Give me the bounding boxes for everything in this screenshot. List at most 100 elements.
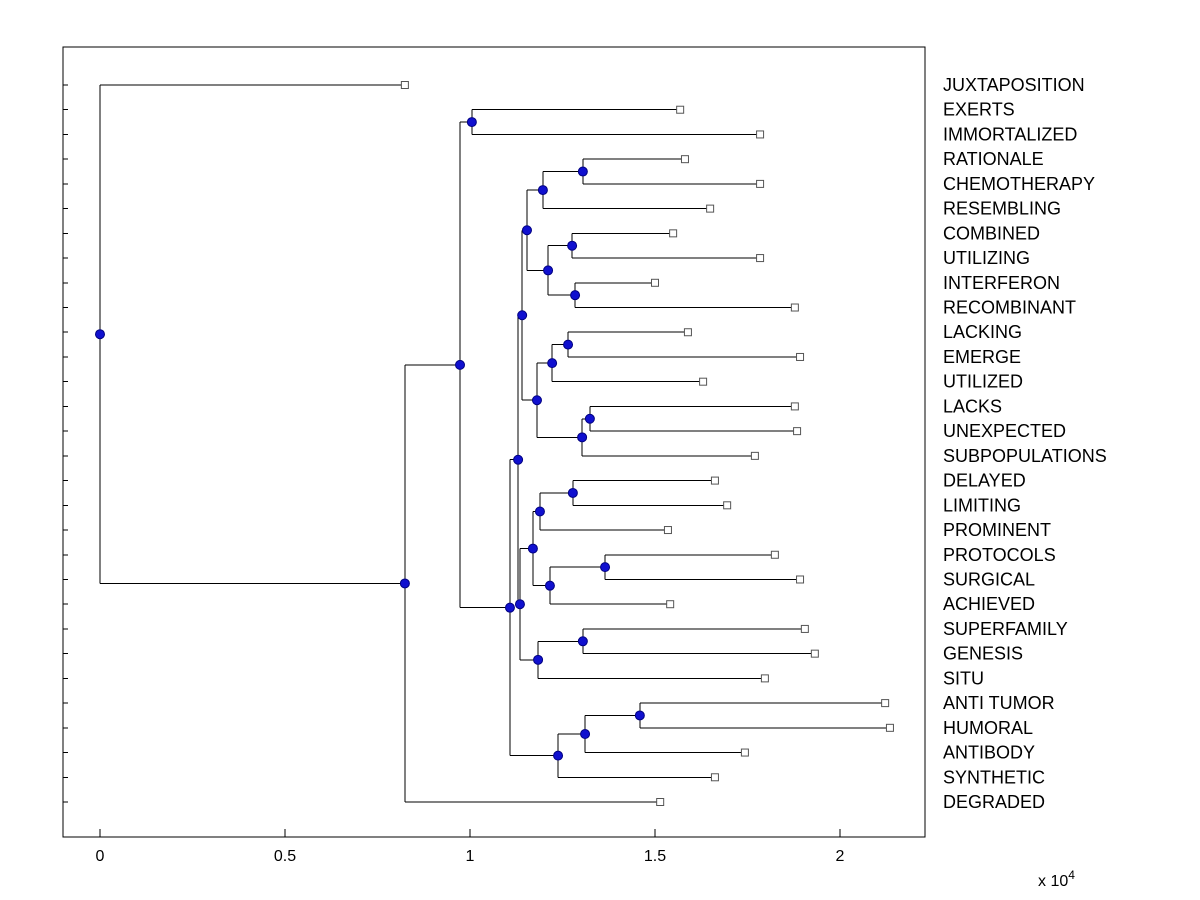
leaf-node-marker — [740, 748, 749, 757]
x-tick-label: 1 — [466, 848, 475, 865]
leaf-label: SURGICAL — [943, 569, 1035, 589]
leaf-node-marker — [796, 352, 805, 361]
leaf-node-marker — [706, 204, 715, 213]
internal-node-marker — [517, 310, 528, 321]
leaf-node-marker — [800, 624, 809, 633]
leaf-label: RATIONALE — [943, 149, 1044, 169]
internal-node-marker — [547, 358, 558, 369]
leaf-label: DELAYED — [943, 471, 1026, 491]
internal-node-marker — [537, 185, 548, 196]
leaf-label: LIMITING — [943, 495, 1021, 515]
leaf-label: CHEMOTHERAPY — [943, 174, 1095, 194]
leaf-label: EXERTS — [943, 100, 1015, 120]
internal-node-marker — [533, 654, 544, 665]
internal-node-marker — [513, 454, 524, 465]
internal-node-marker — [521, 225, 532, 236]
leaf-node-marker — [710, 476, 719, 485]
internal-node-marker — [95, 329, 105, 340]
internal-node-marker — [534, 506, 545, 517]
leaf-label: PROMINENT — [943, 520, 1051, 540]
internal-node-marker — [577, 432, 588, 443]
leaf-node-marker — [676, 105, 685, 114]
leaf-node-marker — [651, 278, 659, 287]
leaf-node-marker — [790, 303, 799, 312]
leaf-node-marker — [796, 575, 805, 584]
leaf-label: ANTIBODY — [943, 743, 1035, 763]
axes: 0 0.5 1 1.5 2 x 104 — [62, 46, 1075, 890]
internal-node-marker — [531, 395, 542, 406]
leaf-label: SUBPOPULATIONS — [943, 446, 1107, 466]
leaf-node-marker — [760, 674, 769, 683]
leaf-node-marker — [680, 155, 689, 164]
leaf-label: ACHIEVED — [943, 594, 1035, 614]
leaf-node-marker — [663, 526, 672, 535]
leaf-label: PROTOCOLS — [943, 545, 1056, 565]
internal-node-marker — [634, 710, 645, 721]
leaf-label: SUPERFAMILY — [943, 619, 1068, 639]
leaf-label: INTERFERON — [943, 273, 1060, 293]
leaf-node-marker — [656, 798, 665, 806]
node-markers — [95, 81, 894, 806]
internal-node-marker — [553, 750, 564, 761]
internal-node-marker — [580, 729, 591, 740]
internal-node-marker — [567, 240, 578, 251]
leaf-label: DEGRADED — [943, 792, 1045, 812]
internal-node-marker — [570, 290, 581, 301]
internal-node-marker — [577, 166, 588, 177]
internal-node-marker — [577, 636, 588, 647]
leaf-node-marker — [793, 427, 802, 436]
leaf-label: UTILIZED — [943, 372, 1023, 392]
leaf-label: UTILIZING — [943, 248, 1030, 268]
internal-node-marker — [543, 265, 554, 276]
leaf-label: GENESIS — [943, 644, 1023, 664]
x-tick-label: 0.5 — [274, 848, 296, 865]
leaf-node-marker — [881, 699, 890, 708]
internal-node-marker — [514, 599, 525, 610]
internal-node-marker — [504, 602, 515, 613]
internal-node-marker — [600, 562, 611, 573]
leaf-label: IMMORTALIZED — [943, 124, 1077, 144]
leaf-label: SYNTHETIC — [943, 767, 1045, 787]
leaf-label: COMBINED — [943, 223, 1040, 243]
leaf-node-marker — [723, 501, 732, 510]
leaf-label: SITU — [943, 668, 984, 688]
x-tick-label: 2 — [836, 848, 845, 865]
leaf-node-marker — [666, 600, 675, 609]
leaf-node-marker — [756, 130, 765, 139]
x-tick-label: 0 — [96, 848, 105, 865]
leaf-node-marker — [750, 451, 759, 460]
leaf-label: ANTI TUMOR — [943, 693, 1055, 713]
leaf-label: HUMORAL — [943, 718, 1033, 738]
internal-node-marker — [544, 580, 555, 591]
leaf-node-marker — [770, 550, 779, 559]
internal-node-marker — [567, 487, 578, 498]
leaf-node-marker — [699, 377, 708, 386]
leaf-node-marker — [810, 649, 819, 658]
internal-node-marker — [466, 117, 477, 128]
axis-exponent-superscript: 4 — [1068, 868, 1075, 882]
leaf-label: RECOMBINANT — [943, 298, 1076, 318]
leaf-node-marker — [669, 229, 678, 238]
leaf-label: JUXTAPOSITION — [943, 75, 1085, 95]
leaf-node-marker — [683, 328, 692, 337]
branches — [99, 84, 890, 803]
leaf-label: LACKS — [943, 396, 1002, 416]
leaf-node-marker — [790, 402, 799, 411]
internal-node-marker — [399, 578, 410, 589]
leaf-label: EMERGE — [943, 347, 1021, 367]
internal-node-marker — [584, 413, 595, 424]
plot-box — [62, 46, 926, 838]
leaf-node-marker — [400, 81, 409, 89]
x-tick-label: 1.5 — [644, 848, 666, 865]
leaf-node-marker — [710, 773, 719, 782]
leaf-node-marker — [756, 254, 765, 263]
leaf-label: UNEXPECTED — [943, 421, 1066, 441]
leaf-node-marker — [756, 179, 765, 188]
internal-node-marker — [563, 339, 574, 350]
leaf-labels: JUXTAPOSITION EXERTS IMMORTALIZED RATIONALE… — [943, 75, 1107, 812]
leaf-label: LACKING — [943, 322, 1022, 342]
internal-node-marker — [455, 359, 466, 370]
internal-node-marker — [527, 543, 538, 554]
